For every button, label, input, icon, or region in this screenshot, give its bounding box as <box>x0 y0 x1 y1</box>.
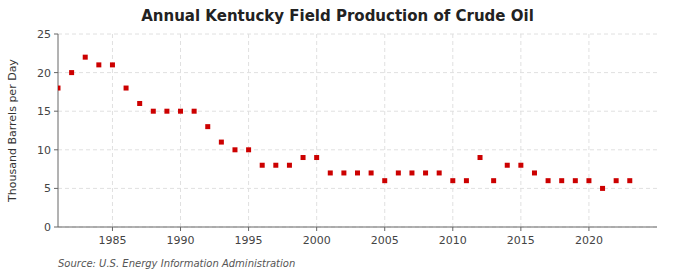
x-tick-label: 1985 <box>98 234 126 247</box>
source-annotation: Source: U.S. Energy Information Administ… <box>58 258 295 269</box>
point <box>137 101 142 106</box>
point <box>450 178 455 183</box>
x-tick <box>588 227 589 231</box>
x-tick <box>316 227 317 231</box>
x-tick-label: 2020 <box>575 234 603 247</box>
point <box>600 186 605 191</box>
y-tick <box>54 149 58 150</box>
point <box>573 178 578 183</box>
point <box>586 178 591 183</box>
point <box>110 62 115 67</box>
point <box>355 170 360 175</box>
grid-line-y <box>58 188 657 189</box>
y-tick <box>54 227 58 228</box>
point <box>219 140 224 145</box>
points <box>58 55 632 191</box>
x-tick-label: 1995 <box>235 234 263 247</box>
x-tick-label: 1990 <box>167 234 195 247</box>
point <box>559 178 564 183</box>
point <box>178 109 183 114</box>
y-tick <box>54 188 58 189</box>
point <box>328 170 333 175</box>
point <box>423 170 428 175</box>
plot-background <box>58 34 657 227</box>
point <box>505 163 510 168</box>
point <box>546 178 551 183</box>
y-tick-label: 25 <box>37 28 51 41</box>
point <box>205 124 210 129</box>
point <box>260 163 265 168</box>
point <box>124 86 129 91</box>
x-tick-label: 2010 <box>439 234 467 247</box>
grid-line-x <box>588 34 589 227</box>
point <box>478 155 483 160</box>
point <box>232 147 237 152</box>
point <box>341 170 346 175</box>
x-tick <box>384 227 385 231</box>
point <box>164 109 169 114</box>
point <box>151 109 156 114</box>
point <box>287 163 292 168</box>
grid-line-y <box>58 149 657 150</box>
chart-container: 1985 1990 1995 2000 2005 2010 2015 2020 0 5 10 15 20… <box>0 0 675 275</box>
y-tick-label: 15 <box>37 105 51 118</box>
point <box>273 163 278 168</box>
y-axis-line <box>58 34 59 227</box>
chart-svg: 1985 1990 1995 2000 2005 2010 2015 2020 0 5 10 15 20… <box>0 0 675 275</box>
y-tick-label: 5 <box>44 182 51 195</box>
x-tick <box>520 227 521 231</box>
point <box>382 178 387 183</box>
y-tick <box>54 111 58 112</box>
x-tick <box>248 227 249 231</box>
y-tick <box>54 72 58 73</box>
point <box>437 170 442 175</box>
grid-line-y <box>58 34 657 35</box>
x-tick <box>452 227 453 231</box>
grid <box>58 34 657 227</box>
ticks: 1985 1990 1995 2000 2005 2010 2015 2020 0 5 10 15 20… <box>37 28 603 247</box>
point <box>396 170 401 175</box>
point <box>532 170 537 175</box>
x-tick-label: 2000 <box>303 234 331 247</box>
y-tick-label: 20 <box>37 67 51 80</box>
point <box>464 178 469 183</box>
point <box>83 55 88 60</box>
point <box>246 147 251 152</box>
grid-line-y <box>58 72 657 73</box>
point <box>627 178 632 183</box>
point <box>369 170 374 175</box>
y-tick-label: 0 <box>44 221 51 234</box>
point <box>301 155 306 160</box>
y-axis-label: Thousand Barrels per Day <box>6 59 19 203</box>
grid-line-y <box>58 111 657 112</box>
grid-line-x <box>452 34 453 227</box>
x-tick-label: 2015 <box>507 234 535 247</box>
point <box>409 170 414 175</box>
x-tick <box>180 227 181 231</box>
grid-line-x <box>520 34 521 227</box>
point <box>192 109 197 114</box>
point <box>69 70 74 75</box>
point <box>96 62 101 67</box>
point <box>614 178 619 183</box>
x-tick <box>112 227 113 231</box>
grid-line-x <box>180 34 181 227</box>
x-tick-label: 2005 <box>371 234 399 247</box>
grid-line-y <box>58 227 657 228</box>
grid-line-x <box>248 34 249 227</box>
grid-line-x <box>316 34 317 227</box>
grid-line-x <box>384 34 385 227</box>
y-tick <box>54 34 58 35</box>
point <box>314 155 319 160</box>
title: Annual Kentucky Field Production of Crud… <box>141 7 534 25</box>
y-tick-label: 10 <box>37 144 51 157</box>
point <box>518 163 523 168</box>
point <box>491 178 496 183</box>
point <box>58 86 61 91</box>
x-axis-line <box>58 227 657 228</box>
